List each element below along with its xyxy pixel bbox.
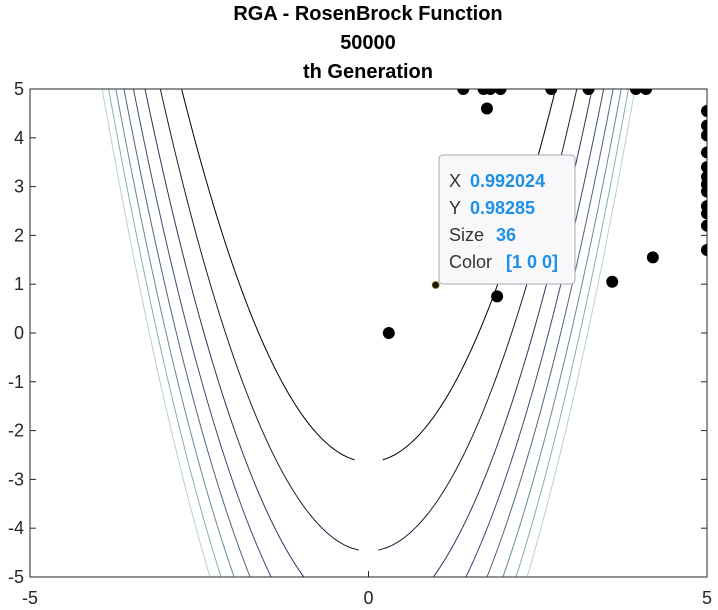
plot-area: [30, 89, 707, 577]
datatip-box: [438, 154, 576, 285]
contour-line: [144, 89, 305, 577]
chart-title-line-2: 50000: [340, 32, 396, 54]
y-tick-label: -2: [8, 421, 24, 441]
contour-line: [159, 89, 359, 551]
datatip[interactable]: X 0.992024 Y 0.98285 Size 36 Color [1 0 …: [438, 154, 576, 285]
population-point[interactable]: [629, 83, 642, 95]
datatip-label-size: Size: [449, 225, 484, 245]
best-point-marker[interactable]: [431, 281, 440, 289]
datatip-value-y: 0.98285: [470, 198, 535, 218]
y-tick-label: 0: [14, 323, 24, 343]
x-axis: -5 0 5: [22, 571, 712, 608]
y-tick-label: 3: [14, 177, 24, 197]
contour-line: [515, 89, 629, 577]
y-tick-label: -4: [8, 518, 24, 538]
y-tick-label: -1: [8, 372, 24, 392]
population-point[interactable]: [545, 83, 558, 95]
contour-line: [108, 89, 222, 577]
contour-line: [486, 89, 614, 577]
population-point[interactable]: [494, 83, 507, 95]
datatip-value-color: [1 0 0]: [506, 252, 558, 272]
contour-line: [465, 89, 605, 577]
datatip-value-size: 36: [496, 225, 516, 245]
x-tick-label: 5: [702, 588, 712, 608]
population-point[interactable]: [701, 219, 713, 232]
population-point[interactable]: [457, 83, 470, 95]
contour-line: [181, 89, 355, 461]
scatter-points: [382, 83, 713, 339]
x-tick-label: -5: [22, 588, 38, 608]
population-point[interactable]: [606, 275, 619, 288]
datatip-label-x: X: [449, 171, 461, 191]
population-point[interactable]: [701, 129, 713, 142]
chart-title-line-1: RGA - RosenBrock Function: [233, 3, 502, 25]
population-point[interactable]: [701, 146, 713, 159]
population-point[interactable]: [382, 327, 395, 339]
population-point[interactable]: [701, 104, 713, 117]
contour-line: [115, 89, 235, 577]
population-point[interactable]: [480, 102, 493, 115]
y-tick-label: 1: [14, 274, 24, 294]
chart-title-line-3: th Generation: [303, 61, 433, 83]
y-tick-label: -3: [8, 469, 24, 489]
y-tick-label: 2: [14, 225, 24, 245]
population-point[interactable]: [701, 161, 713, 174]
contour-line: [132, 89, 272, 577]
population-point[interactable]: [701, 119, 713, 132]
y-axis: 5 4 3 2 1 0 -1 -2 -3 -4 -5: [8, 79, 707, 587]
population-point[interactable]: [701, 244, 713, 257]
y-tick-label: 4: [14, 128, 24, 148]
contour-line: [101, 89, 211, 577]
contour-line: [502, 89, 622, 577]
x-tick-label: 0: [363, 588, 373, 608]
contour-line: [526, 89, 636, 577]
datatip-value-x: 0.992024: [470, 171, 545, 191]
population-point[interactable]: [582, 83, 595, 95]
population-point[interactable]: [491, 290, 504, 303]
population-point[interactable]: [701, 207, 713, 220]
datatip-label-y: Y: [449, 198, 461, 218]
population-point[interactable]: [640, 83, 653, 95]
population-point[interactable]: [646, 251, 659, 264]
contour-line: [123, 89, 251, 577]
y-tick-label: -5: [8, 567, 24, 587]
datatip-label-color: Color: [449, 252, 492, 272]
population-point[interactable]: [701, 185, 713, 198]
y-tick-label: 5: [14, 79, 24, 99]
population-point[interactable]: [484, 83, 497, 95]
